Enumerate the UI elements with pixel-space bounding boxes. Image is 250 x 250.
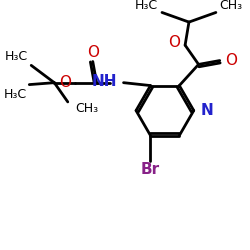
Text: H₃C: H₃C (135, 0, 158, 12)
Text: CH₃: CH₃ (220, 0, 243, 12)
Text: CH₃: CH₃ (76, 102, 98, 115)
Text: H₃C: H₃C (5, 50, 28, 63)
Text: H₃C: H₃C (3, 88, 26, 101)
Text: NH: NH (91, 74, 117, 89)
Text: O: O (87, 45, 99, 60)
Text: N: N (200, 103, 213, 118)
Text: O: O (59, 75, 71, 90)
Text: Br: Br (141, 162, 160, 177)
Text: O: O (226, 53, 237, 68)
Text: O: O (168, 35, 180, 50)
